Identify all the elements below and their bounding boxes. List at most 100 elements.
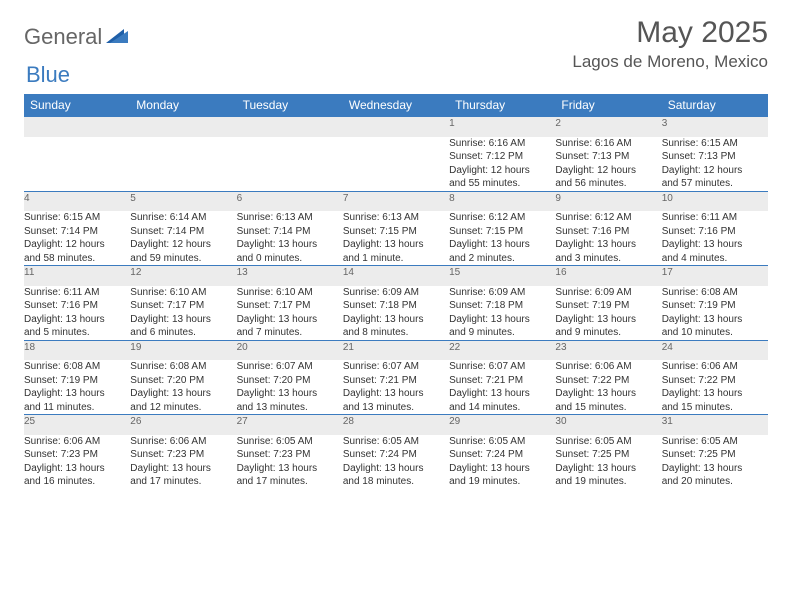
- daylight-text-1: Daylight: 13 hours: [449, 313, 555, 327]
- calendar-header-cell: Tuesday: [237, 94, 343, 117]
- sunrise-text: Sunrise: 6:07 AM: [237, 360, 343, 374]
- sunset-text: Sunset: 7:21 PM: [449, 374, 555, 388]
- calendar-daynum-row: 25262728293031: [24, 415, 768, 435]
- daylight-text-2: and 59 minutes.: [130, 252, 236, 266]
- day-info-cell: Sunrise: 6:13 AMSunset: 7:15 PMDaylight:…: [343, 211, 449, 266]
- sunrise-text: Sunrise: 6:16 AM: [449, 137, 555, 151]
- sunset-text: Sunset: 7:23 PM: [130, 448, 236, 462]
- sunrise-text: Sunrise: 6:12 AM: [555, 211, 661, 225]
- sunset-text: Sunset: 7:13 PM: [662, 150, 768, 164]
- sunset-text: Sunset: 7:13 PM: [555, 150, 661, 164]
- day-number-cell: 11: [24, 266, 130, 286]
- calendar-table: SundayMondayTuesdayWednesdayThursdayFrid…: [24, 94, 768, 489]
- day-info-cell: Sunrise: 6:08 AMSunset: 7:20 PMDaylight:…: [130, 360, 236, 415]
- sunrise-text: Sunrise: 6:09 AM: [449, 286, 555, 300]
- day-info-cell: Sunrise: 6:08 AMSunset: 7:19 PMDaylight:…: [662, 286, 768, 341]
- brand-part2: Blue: [26, 62, 70, 88]
- sunset-text: Sunset: 7:19 PM: [24, 374, 130, 388]
- sunrise-text: Sunrise: 6:09 AM: [343, 286, 449, 300]
- sunrise-text: Sunrise: 6:06 AM: [555, 360, 661, 374]
- daylight-text-2: and 17 minutes.: [130, 475, 236, 489]
- sunset-text: Sunset: 7:17 PM: [130, 299, 236, 313]
- day-info-cell: Sunrise: 6:07 AMSunset: 7:21 PMDaylight:…: [343, 360, 449, 415]
- sunset-text: Sunset: 7:14 PM: [24, 225, 130, 239]
- day-info-cell: Sunrise: 6:09 AMSunset: 7:18 PMDaylight:…: [449, 286, 555, 341]
- day-info-cell: [130, 137, 236, 192]
- sunset-text: Sunset: 7:23 PM: [237, 448, 343, 462]
- daylight-text-2: and 15 minutes.: [555, 401, 661, 415]
- sunset-text: Sunset: 7:16 PM: [662, 225, 768, 239]
- sunset-text: Sunset: 7:20 PM: [237, 374, 343, 388]
- sunset-text: Sunset: 7:22 PM: [555, 374, 661, 388]
- day-info-cell: Sunrise: 6:16 AMSunset: 7:12 PMDaylight:…: [449, 137, 555, 192]
- sunset-text: Sunset: 7:18 PM: [343, 299, 449, 313]
- brand-triangle-icon: [106, 27, 128, 48]
- daylight-text-1: Daylight: 13 hours: [24, 387, 130, 401]
- daylight-text-2: and 17 minutes.: [237, 475, 343, 489]
- daylight-text-1: Daylight: 12 hours: [24, 238, 130, 252]
- sunrise-text: Sunrise: 6:06 AM: [24, 435, 130, 449]
- location-subtitle: Lagos de Moreno, Mexico: [572, 52, 768, 72]
- day-info-cell: Sunrise: 6:06 AMSunset: 7:22 PMDaylight:…: [555, 360, 661, 415]
- daylight-text-1: Daylight: 12 hours: [449, 164, 555, 178]
- sunrise-text: Sunrise: 6:05 AM: [343, 435, 449, 449]
- day-info-cell: Sunrise: 6:15 AMSunset: 7:14 PMDaylight:…: [24, 211, 130, 266]
- day-info-cell: Sunrise: 6:05 AMSunset: 7:23 PMDaylight:…: [237, 435, 343, 489]
- day-number-cell: 19: [130, 340, 236, 360]
- daylight-text-2: and 0 minutes.: [237, 252, 343, 266]
- calendar-header-cell: Wednesday: [343, 94, 449, 117]
- day-info-cell: Sunrise: 6:13 AMSunset: 7:14 PMDaylight:…: [237, 211, 343, 266]
- brand-part1: General: [24, 24, 102, 50]
- day-number-cell: [343, 117, 449, 137]
- daylight-text-1: Daylight: 12 hours: [555, 164, 661, 178]
- calendar-daynum-row: 18192021222324: [24, 340, 768, 360]
- calendar-info-row: Sunrise: 6:08 AMSunset: 7:19 PMDaylight:…: [24, 360, 768, 415]
- day-info-cell: Sunrise: 6:05 AMSunset: 7:24 PMDaylight:…: [449, 435, 555, 489]
- sunset-text: Sunset: 7:15 PM: [449, 225, 555, 239]
- daylight-text-2: and 4 minutes.: [662, 252, 768, 266]
- day-info-cell: Sunrise: 6:10 AMSunset: 7:17 PMDaylight:…: [130, 286, 236, 341]
- calendar-header-cell: Saturday: [662, 94, 768, 117]
- daylight-text-2: and 19 minutes.: [449, 475, 555, 489]
- sunset-text: Sunset: 7:16 PM: [24, 299, 130, 313]
- sunrise-text: Sunrise: 6:13 AM: [343, 211, 449, 225]
- day-number-cell: 4: [24, 191, 130, 211]
- daylight-text-2: and 10 minutes.: [662, 326, 768, 340]
- day-number-cell: 18: [24, 340, 130, 360]
- day-number-cell: 22: [449, 340, 555, 360]
- calendar-daynum-row: 123: [24, 117, 768, 137]
- day-number-cell: 5: [130, 191, 236, 211]
- day-info-cell: Sunrise: 6:06 AMSunset: 7:23 PMDaylight:…: [24, 435, 130, 489]
- daylight-text-2: and 16 minutes.: [24, 475, 130, 489]
- sunrise-text: Sunrise: 6:07 AM: [343, 360, 449, 374]
- calendar-info-row: Sunrise: 6:11 AMSunset: 7:16 PMDaylight:…: [24, 286, 768, 341]
- daylight-text-1: Daylight: 13 hours: [449, 462, 555, 476]
- sunrise-text: Sunrise: 6:12 AM: [449, 211, 555, 225]
- daylight-text-2: and 58 minutes.: [24, 252, 130, 266]
- title-block: May 2025 Lagos de Moreno, Mexico: [572, 16, 768, 72]
- day-number-cell: 16: [555, 266, 661, 286]
- daylight-text-1: Daylight: 13 hours: [130, 462, 236, 476]
- daylight-text-2: and 15 minutes.: [662, 401, 768, 415]
- day-info-cell: Sunrise: 6:06 AMSunset: 7:22 PMDaylight:…: [662, 360, 768, 415]
- daylight-text-1: Daylight: 13 hours: [662, 462, 768, 476]
- day-number-cell: 2: [555, 117, 661, 137]
- sunset-text: Sunset: 7:15 PM: [343, 225, 449, 239]
- day-number-cell: 10: [662, 191, 768, 211]
- day-info-cell: Sunrise: 6:09 AMSunset: 7:19 PMDaylight:…: [555, 286, 661, 341]
- sunset-text: Sunset: 7:24 PM: [343, 448, 449, 462]
- daylight-text-1: Daylight: 12 hours: [130, 238, 236, 252]
- daylight-text-1: Daylight: 13 hours: [555, 313, 661, 327]
- day-info-cell: Sunrise: 6:08 AMSunset: 7:19 PMDaylight:…: [24, 360, 130, 415]
- sunset-text: Sunset: 7:21 PM: [343, 374, 449, 388]
- sunset-text: Sunset: 7:14 PM: [130, 225, 236, 239]
- sunset-text: Sunset: 7:12 PM: [449, 150, 555, 164]
- daylight-text-2: and 57 minutes.: [662, 177, 768, 191]
- day-info-cell: Sunrise: 6:05 AMSunset: 7:25 PMDaylight:…: [662, 435, 768, 489]
- daylight-text-1: Daylight: 13 hours: [555, 387, 661, 401]
- day-number-cell: 27: [237, 415, 343, 435]
- day-number-cell: 25: [24, 415, 130, 435]
- sunrise-text: Sunrise: 6:05 AM: [449, 435, 555, 449]
- daylight-text-1: Daylight: 13 hours: [237, 387, 343, 401]
- daylight-text-1: Daylight: 13 hours: [130, 313, 236, 327]
